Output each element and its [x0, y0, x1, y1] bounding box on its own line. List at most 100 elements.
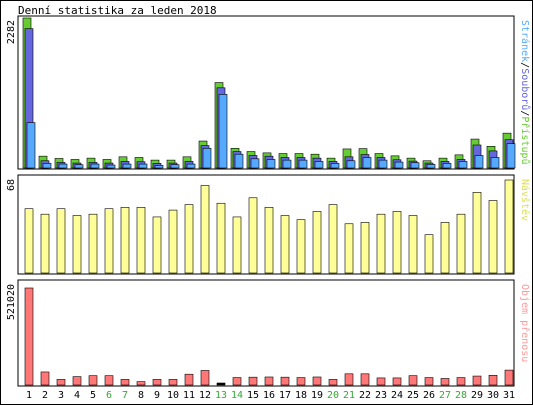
top-series-label-part: Stránek: [519, 20, 531, 62]
bar-visits-31: [504, 179, 514, 274]
bar-visits-7: [120, 207, 130, 274]
bar-kbytes-24: [392, 377, 402, 386]
bar-kbytes-28: [456, 377, 466, 386]
bar-top-Stránek-19: [314, 161, 324, 169]
bar-kbytes-23: [376, 377, 386, 386]
day-label-29: 29: [471, 390, 483, 401]
bar-kbytes-7: [120, 379, 130, 386]
bar-visits-11: [184, 204, 194, 274]
bar-top-Stránek-7: [122, 163, 132, 169]
bar-visits-18: [296, 219, 306, 274]
bar-kbytes-27: [440, 378, 450, 386]
middle-ymax-label: 68: [6, 179, 17, 191]
bar-visits-26: [424, 234, 434, 274]
day-label-11: 11: [183, 390, 195, 401]
top-ymax-label: 2282: [6, 20, 17, 44]
bar-visits-5: [88, 213, 98, 274]
bar-kbytes-19: [312, 376, 322, 386]
bar-visits-25: [408, 215, 418, 274]
bar-kbytes-30: [488, 375, 498, 386]
bar-kbytes-15: [248, 376, 258, 386]
bar-visits-14: [232, 216, 242, 274]
day-label-23: 23: [375, 390, 387, 401]
bar-top-Stránek-16: [266, 159, 276, 169]
bottom-series-label: Objem přenosu: [519, 284, 531, 362]
bar-visits-6: [104, 208, 114, 274]
day-label-14: 14: [231, 390, 243, 401]
day-label-25: 25: [407, 390, 419, 401]
bar-top-Stránek-31: [506, 143, 516, 169]
bar-top-Stránek-23: [378, 159, 388, 169]
bar-visits-22: [360, 222, 370, 274]
bar-kbytes-9: [152, 379, 162, 386]
bar-kbytes-1: [24, 287, 34, 386]
bar-kbytes-20: [328, 379, 338, 386]
day-label-3: 3: [58, 390, 64, 401]
day-label-6: 6: [106, 390, 112, 401]
day-label-21: 21: [343, 390, 355, 401]
day-label-5: 5: [90, 390, 96, 401]
day-label-16: 16: [263, 390, 275, 401]
bar-top-Stránek-13: [218, 94, 228, 169]
day-label-28: 28: [455, 390, 467, 401]
day-label-10: 10: [167, 390, 179, 401]
bar-kbytes-26: [424, 377, 434, 386]
top-series-label-part: Souborů: [519, 68, 531, 110]
bar-visits-17: [280, 215, 290, 274]
bar-kbytes-13: [216, 382, 226, 386]
bar-kbytes-4: [72, 376, 82, 386]
bar-kbytes-10: [168, 379, 178, 386]
top-series-label-part: /: [519, 62, 530, 68]
bottom-ymax-label: 521020: [6, 284, 17, 320]
bar-kbytes-14: [232, 377, 242, 386]
bar-top-Stránek-15: [250, 158, 260, 169]
day-label-27: 27: [439, 390, 451, 401]
bar-kbytes-29: [472, 375, 482, 386]
day-label-26: 26: [423, 390, 435, 401]
bar-top-Stránek-8: [138, 163, 148, 169]
panel-frame-2: [17, 174, 515, 275]
day-label-2: 2: [42, 390, 48, 401]
bar-visits-12: [200, 185, 210, 274]
bar-top-Stránek-3: [58, 163, 68, 169]
day-label-30: 30: [487, 390, 499, 401]
day-label-8: 8: [138, 390, 144, 401]
day-label-19: 19: [311, 390, 323, 401]
chart-title: Denní statistika za leden 2018: [18, 4, 217, 17]
bar-top-Stránek-25: [410, 162, 420, 169]
bar-top-Stránek-11: [186, 163, 196, 169]
bar-top-Stránek-28: [458, 161, 468, 169]
bar-top-Stránek-24: [394, 161, 404, 169]
middle-series-label: Návštěv: [519, 179, 531, 221]
bar-visits-13: [216, 202, 226, 274]
bar-kbytes-22: [360, 373, 370, 386]
day-label-13: 13: [215, 390, 227, 401]
bar-kbytes-31: [504, 369, 514, 386]
bar-kbytes-8: [136, 381, 146, 386]
bar-kbytes-2: [40, 371, 50, 386]
bar-top-Stránek-20: [330, 163, 340, 169]
bar-visits-28: [456, 213, 466, 274]
bar-visits-8: [136, 207, 146, 274]
day-label-15: 15: [247, 390, 259, 401]
bar-top-Stránek-4: [74, 164, 84, 169]
day-label-24: 24: [391, 390, 403, 401]
bar-kbytes-21: [344, 373, 354, 386]
day-label-22: 22: [359, 390, 371, 401]
day-label-12: 12: [199, 390, 211, 401]
day-label-20: 20: [327, 390, 339, 401]
bar-top-Stránek-5: [90, 163, 100, 169]
bar-top-Stránek-26: [426, 164, 436, 169]
day-label-9: 9: [154, 390, 160, 401]
bar-kbytes-25: [408, 375, 418, 386]
bar-kbytes-16: [264, 376, 274, 386]
day-label-7: 7: [122, 390, 128, 401]
bar-visits-30: [488, 200, 498, 274]
bar-kbytes-18: [296, 377, 306, 386]
bar-visits-15: [248, 197, 258, 274]
top-series-label: Stránek/Souborů/Přístupů: [519, 20, 531, 165]
day-label-31: 31: [503, 390, 515, 401]
top-series-label-part: /: [519, 110, 530, 116]
